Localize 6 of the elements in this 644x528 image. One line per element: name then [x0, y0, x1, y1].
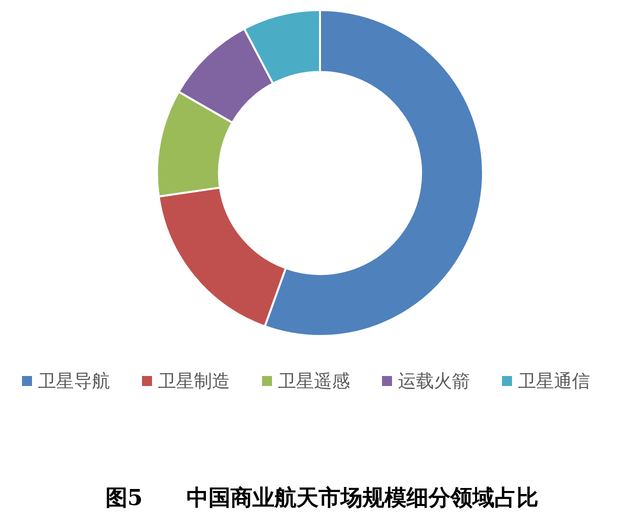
- text: 图5 中国商业航天市场规模细分领域占比: [105, 485, 539, 511]
- legend-label: 卫星通信: [518, 371, 590, 392]
- legend-label: 卫星制造: [158, 371, 230, 392]
- legend-label: 运载火箭: [398, 371, 470, 392]
- legend-label: 卫星导航: [38, 371, 110, 392]
- legend-label: 卫星遥感: [278, 371, 350, 392]
